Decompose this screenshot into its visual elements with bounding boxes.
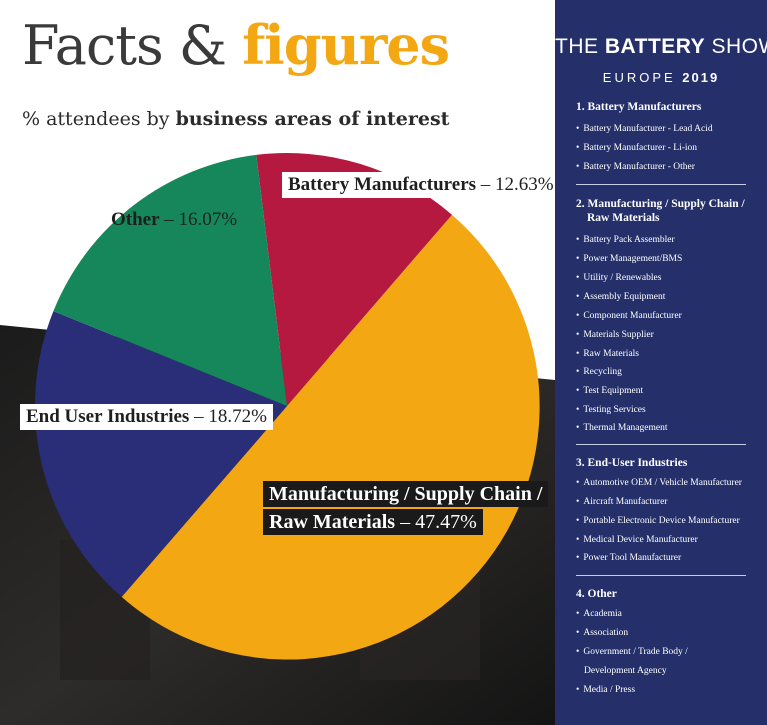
list-item: Development Agency: [584, 666, 667, 676]
slice-label-other: Other – 16.07%: [111, 209, 238, 230]
list-item: Government / Trade Body /: [576, 646, 688, 658]
slice-manufacturing: [121, 214, 540, 660]
edition-label: EUROPE 2019: [602, 70, 720, 85]
slice-battery-manufacturers: [256, 153, 453, 406]
list-item: Medical Device Manufacturer: [576, 534, 697, 546]
brand-logo: THE BATTERY SHOW: [555, 35, 767, 58]
list-item: Battery Manufacturer - Li-ion: [576, 142, 697, 154]
list-item: Automotive OEM / Vehicle Manufacturer: [576, 477, 742, 489]
list-item: Academia: [576, 608, 622, 620]
slice-end-user-industries: [34, 311, 288, 597]
list-item: Materials Supplier: [576, 329, 653, 341]
list-item: Battery Manufacturer - Lead Acid: [576, 123, 712, 135]
list-item: Thermal Management: [576, 422, 667, 434]
list-item: Component Manufacturer: [576, 310, 681, 322]
list-item: Utility / Renewables: [576, 272, 661, 284]
section-heading-3: 3. End-User Industries: [576, 457, 688, 469]
list-item: Battery Manufacturer - Other: [576, 161, 695, 173]
category-panel: THE BATTERY SHOW EUROPE 2019 1. Battery …: [555, 0, 767, 725]
page-subtitle: % attendees by business areas of interes…: [22, 108, 450, 130]
list-item: Battery Pack Assembler: [576, 234, 674, 246]
list-item: Testing Services: [576, 404, 645, 416]
section-heading-1: 1. Battery Manufacturers: [576, 101, 702, 113]
section-heading-4: 4. Other: [576, 588, 617, 600]
slice-label-battery-manufacturers: Battery Manufacturers – 12.63%: [282, 172, 560, 198]
divider: [576, 184, 746, 185]
slice-other: [53, 154, 288, 406]
divider: [576, 444, 746, 445]
list-item: Assembly Equipment: [576, 291, 665, 303]
list-item: Raw Materials: [576, 348, 639, 360]
list-item: Power Tool Manufacturer: [576, 552, 681, 564]
page-title: Facts & figures: [22, 13, 450, 77]
list-item: Power Management/BMS: [576, 253, 682, 265]
list-item: Test Equipment: [576, 385, 643, 397]
list-item: Aircraft Manufacturer: [576, 496, 667, 508]
section-heading-2-line2: Raw Materials: [587, 212, 660, 224]
divider: [576, 575, 746, 576]
section-heading-2: 2. Manufacturing / Supply Chain /: [576, 198, 745, 210]
list-item: Association: [576, 627, 628, 639]
slice-label-manufacturing: Manufacturing / Supply Chain / Raw Mater…: [263, 480, 549, 536]
list-item: Media / Press: [576, 684, 635, 696]
list-item: Portable Electronic Device Manufacturer: [576, 515, 739, 527]
slice-label-end-user-industries: End User Industries – 18.72%: [20, 404, 273, 430]
list-item: Recycling: [576, 366, 622, 378]
